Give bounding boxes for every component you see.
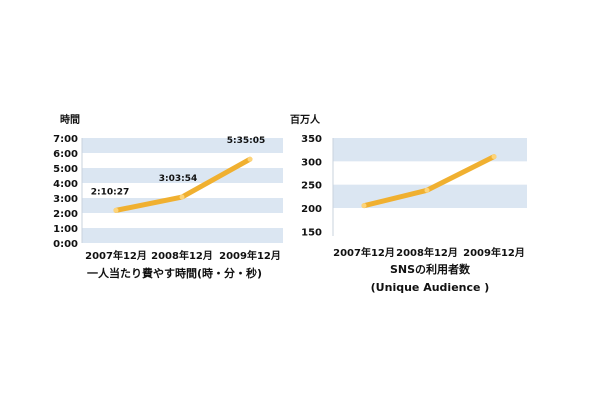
y-tick-label: 2:00 xyxy=(53,209,78,220)
chart-caption: 一人当たり費やす時間(時・分・秒) xyxy=(87,266,262,280)
x-category-label: 2007年12月 xyxy=(85,249,147,262)
y-tick-label: 150 xyxy=(301,227,322,238)
chart-caption: SNSの利用者数 xyxy=(390,262,471,276)
data-label: 3:03:54 xyxy=(159,174,198,184)
grid-band xyxy=(82,228,283,243)
data-point xyxy=(113,207,119,213)
grid-band xyxy=(82,168,283,183)
y-tick-label: 1:00 xyxy=(53,224,78,235)
y-tick-label: 6:00 xyxy=(53,149,78,160)
y-tick-label: 300 xyxy=(301,157,322,168)
y-tick-label: 4:00 xyxy=(53,179,78,190)
data-point xyxy=(491,154,497,160)
data-point xyxy=(424,187,430,193)
data-point xyxy=(361,203,367,209)
x-category-label: 2009年12月 xyxy=(463,246,525,259)
y-tick-label: 250 xyxy=(301,181,322,192)
y-tick-label: 0:00 xyxy=(53,239,78,250)
grid-band xyxy=(333,138,527,162)
y-tick-label: 7:00 xyxy=(53,134,78,145)
y-axis-unit-label: 時間 xyxy=(60,113,80,126)
data-label: 2:10:27 xyxy=(91,187,130,197)
y-tick-label: 3:00 xyxy=(53,194,78,205)
data-point xyxy=(247,156,253,162)
data-label: 5:35:05 xyxy=(227,136,266,146)
grid-band xyxy=(82,138,283,153)
x-category-label: 2009年12月 xyxy=(219,249,281,262)
data-point xyxy=(179,194,185,200)
time-per-user-chart: 0:00 1:00 2:00 3:00 4:00 5:00 6:00 7:00 時間 2:10:2… xyxy=(53,113,283,280)
grid-band xyxy=(82,198,283,213)
sns-users-chart: 150 200 250 300 350 百万人 2007年12月 2008年12月 2009年1… xyxy=(290,113,527,294)
y-tick-label: 350 xyxy=(301,134,322,145)
x-category-label: 2008年12月 xyxy=(151,249,213,262)
chart-caption: (Unique Audience ) xyxy=(371,281,490,294)
y-tick-label: 200 xyxy=(301,204,322,215)
y-tick-label: 5:00 xyxy=(53,164,78,175)
y-axis-unit-label: 百万人 xyxy=(290,113,321,126)
x-category-label: 2008年12月 xyxy=(396,246,458,259)
x-category-label: 2007年12月 xyxy=(333,246,395,259)
